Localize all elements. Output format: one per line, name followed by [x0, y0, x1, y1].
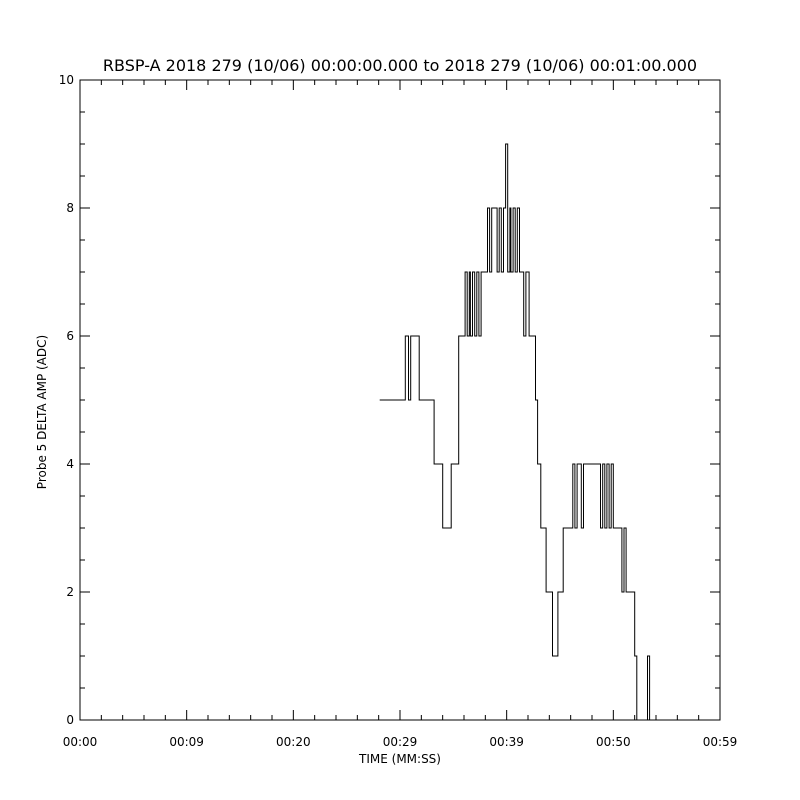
chart-title: RBSP-A 2018 279 (10/06) 00:00:00.000 to …: [103, 56, 697, 75]
x-tick-label: 00:20: [276, 735, 311, 749]
tick-labels: 00:00 00:09 00:20 00:29 00:39 00:50 00:59 0 2 4 6 8…: [59, 73, 738, 749]
series-line: [379, 143, 672, 721]
y-tick-label: 4: [66, 457, 74, 471]
x-tick-label: 00:00: [63, 735, 98, 749]
y-tick-label: 0: [66, 713, 74, 727]
x-tick-label: 00:09: [169, 735, 204, 749]
y-tick-label: 6: [66, 329, 74, 343]
y-tick-label: 2: [66, 585, 74, 599]
y-tick-label: 10: [59, 73, 74, 87]
y-axis-label: Probe 5 DELTA AMP (ADC): [35, 335, 49, 489]
x-tick-label: 00:29: [383, 735, 418, 749]
x-axis-label: TIME (MM:SS): [358, 752, 441, 766]
x-tick-label: 00:39: [489, 735, 524, 749]
x-tick-label: 00:50: [596, 735, 631, 749]
y-tick-label: 8: [66, 201, 74, 215]
axis-ticks: [79, 79, 721, 721]
x-tick-label: 00:59: [703, 735, 738, 749]
